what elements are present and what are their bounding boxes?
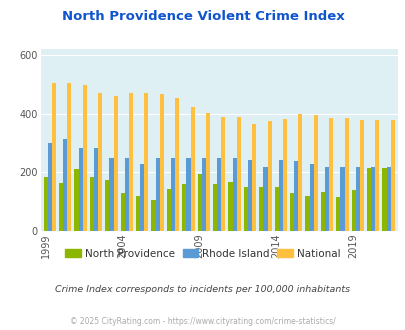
Bar <box>228 182 232 231</box>
Bar <box>258 186 263 231</box>
Text: North Providence Violent Crime Index: North Providence Violent Crime Index <box>62 10 343 23</box>
Bar <box>205 113 209 231</box>
Bar <box>382 168 386 231</box>
Bar <box>243 187 247 231</box>
Bar <box>217 158 221 231</box>
Bar <box>274 186 278 231</box>
Bar <box>59 183 63 231</box>
Legend: North Providence, Rhode Island, National: North Providence, Rhode Island, National <box>61 245 344 263</box>
Bar <box>155 158 159 231</box>
Bar <box>140 164 144 231</box>
Bar <box>67 82 71 231</box>
Bar <box>294 161 298 231</box>
Bar <box>339 167 344 231</box>
Bar <box>386 167 390 231</box>
Bar <box>335 197 339 231</box>
Bar <box>74 169 79 231</box>
Bar <box>278 160 282 231</box>
Text: © 2025 CityRating.com - https://www.cityrating.com/crime-statistics/: © 2025 CityRating.com - https://www.city… <box>70 317 335 326</box>
Bar <box>144 92 148 231</box>
Bar <box>175 98 179 231</box>
Bar <box>182 184 186 231</box>
Bar <box>129 93 133 231</box>
Bar <box>351 190 355 231</box>
Bar <box>309 164 313 231</box>
Bar <box>159 94 164 231</box>
Bar <box>43 177 48 231</box>
Bar <box>263 167 267 231</box>
Bar <box>355 167 359 231</box>
Bar <box>83 84 87 231</box>
Bar <box>136 196 140 231</box>
Bar <box>171 158 175 231</box>
Bar <box>324 167 328 231</box>
Bar <box>94 148 98 231</box>
Bar <box>236 117 240 231</box>
Bar <box>390 120 394 231</box>
Bar <box>344 118 348 231</box>
Bar <box>366 168 370 231</box>
Bar <box>213 184 217 231</box>
Bar <box>221 117 225 231</box>
Bar <box>267 121 271 231</box>
Bar <box>52 82 56 231</box>
Bar <box>109 158 113 231</box>
Bar <box>370 167 374 231</box>
Bar <box>105 180 109 231</box>
Bar <box>98 92 102 231</box>
Bar <box>201 158 205 231</box>
Bar <box>166 188 171 231</box>
Bar <box>359 120 363 231</box>
Bar <box>320 192 324 231</box>
Bar <box>282 119 286 231</box>
Bar <box>186 158 190 231</box>
Bar <box>124 158 129 231</box>
Bar <box>328 118 333 231</box>
Bar <box>305 196 309 231</box>
Bar <box>90 177 94 231</box>
Bar <box>63 139 67 231</box>
Bar <box>151 200 155 231</box>
Bar <box>190 107 194 231</box>
Bar <box>313 115 317 231</box>
Bar <box>374 120 379 231</box>
Bar <box>78 148 83 231</box>
Text: Crime Index corresponds to incidents per 100,000 inhabitants: Crime Index corresponds to incidents per… <box>55 285 350 294</box>
Bar <box>113 96 117 231</box>
Bar <box>289 193 294 231</box>
Bar <box>48 143 52 231</box>
Bar <box>232 158 236 231</box>
Bar <box>120 193 124 231</box>
Bar <box>252 124 256 231</box>
Bar <box>247 160 252 231</box>
Bar <box>197 174 201 231</box>
Bar <box>298 115 302 231</box>
